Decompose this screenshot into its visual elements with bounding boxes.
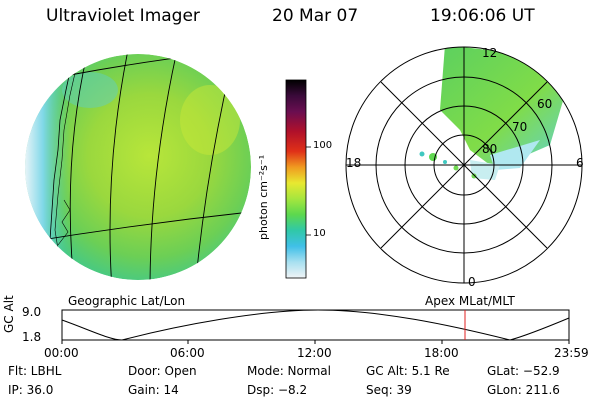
glon-info: GLon: 211.6: [487, 383, 560, 397]
time-tick-2359: 23:59: [554, 346, 589, 360]
filter-info: Flt: LBHL: [8, 364, 62, 378]
colorbar-tick-100: 100: [313, 140, 333, 151]
time-tick-0000: 00:00: [44, 346, 79, 360]
altitude-ytick-bottom: 1.8: [22, 330, 42, 344]
gain-info: Gain: 14: [128, 383, 179, 397]
time-tick-0600: 06:00: [170, 346, 205, 360]
dsp-info: Dsp: −8.2: [247, 383, 308, 397]
geographic-label: Geographic Lat/Lon: [68, 294, 186, 308]
time-label: 19:06:06 UT: [430, 6, 535, 26]
instrument-title: Ultraviolet Imager: [46, 6, 200, 26]
mlat-label-60: 60: [537, 97, 553, 111]
mlt-label-12: 12: [482, 46, 498, 60]
altitude-ytick-top: 9.0: [22, 305, 42, 319]
ip-info: IP: 36.0: [8, 383, 54, 397]
time-tick-1200: 12:00: [297, 346, 332, 360]
date-label: 20 Mar 07: [272, 6, 359, 26]
seq-info: Seq: 39: [366, 383, 412, 397]
mlat-label-70: 70: [512, 120, 528, 134]
apex-label: Apex MLat/MLT: [425, 294, 515, 308]
glat-info: GLat: −52.9: [487, 364, 560, 378]
mlt-label-18: 18: [346, 156, 362, 170]
door-info: Door: Open: [128, 364, 197, 378]
mlat-label-80: 80: [482, 142, 498, 156]
mlt-label-6: 6: [576, 156, 584, 170]
mode-info: Mode: Normal: [247, 364, 331, 378]
altitude-ylabel: GC Alt: [2, 295, 16, 333]
mlt-label-0: 0: [468, 275, 476, 289]
gc-alt-info: GC Alt: 5.1 Re: [366, 364, 450, 378]
colorbar-tick-10: 10: [313, 228, 326, 239]
time-tick-1800: 18:00: [424, 346, 459, 360]
